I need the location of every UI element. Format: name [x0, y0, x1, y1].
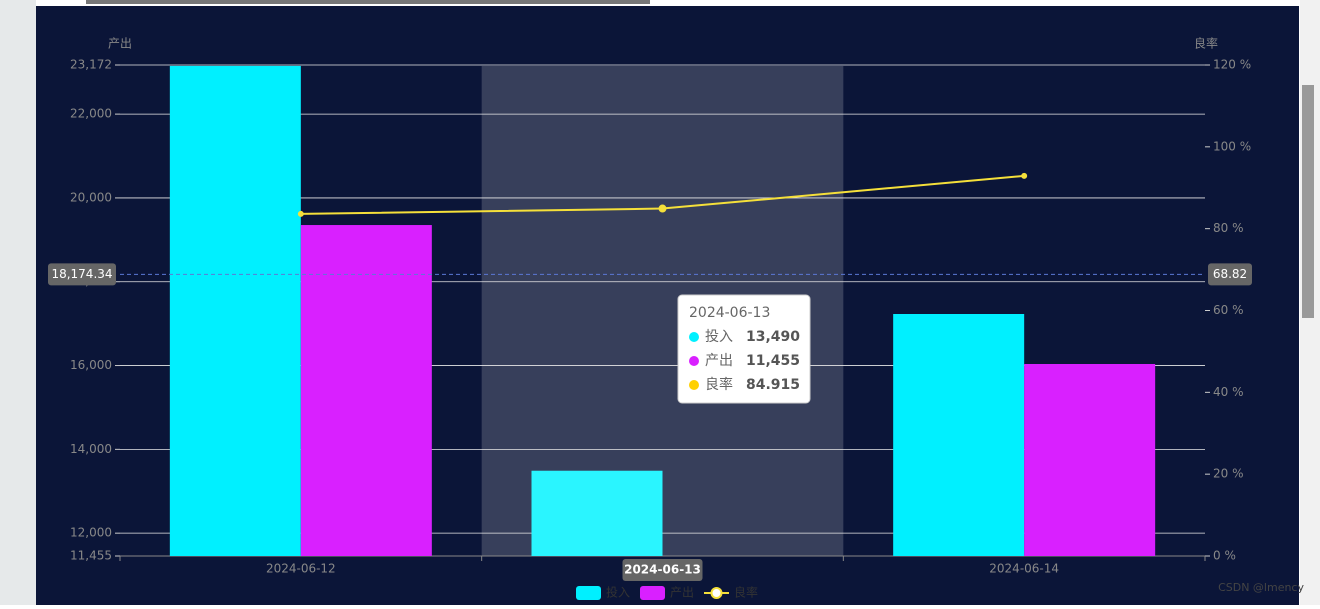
axis-pointer-label: 68.82 [1213, 267, 1247, 281]
tooltip-name: 投入 [705, 329, 733, 345]
legend-label[interactable]: 投入 [606, 585, 630, 600]
axis-pointer-box [48, 263, 116, 286]
legend-swatch [576, 586, 601, 600]
y2-tick-label: 120 % [1213, 58, 1251, 72]
tooltip-title: 2024-06-13 [689, 305, 770, 321]
y-tick-label: 23,172 [70, 58, 112, 72]
y2-tick-label: 0 % [1213, 549, 1236, 563]
line-point [658, 204, 667, 213]
top-scrollbar [86, 0, 650, 4]
y2-tick-label: 60 % [1213, 303, 1244, 317]
y-tick-label: 22,000 [70, 107, 112, 121]
x-tick-label: 2024-06-14 [989, 562, 1059, 576]
tooltip-value: 84.915 [746, 377, 800, 393]
tooltip-value: 11,455 [746, 353, 800, 369]
legend-label[interactable]: 良率 [734, 585, 758, 600]
bar [893, 313, 1025, 556]
axis-pointer-box [1208, 263, 1252, 286]
bar [1024, 363, 1156, 556]
y-tick-label: 20,000 [70, 190, 112, 204]
y2-axis-name: 良率 [1194, 36, 1218, 51]
tooltip-value: 13,490 [746, 329, 800, 345]
tooltip [677, 294, 811, 404]
bar [300, 225, 432, 556]
side-panel [0, 0, 36, 605]
axis-pointer-label: 18,174.34 [51, 267, 112, 281]
scrollbar-thumb[interactable] [1302, 85, 1314, 318]
y-tick-label: 12,000 [70, 526, 112, 540]
bar [531, 470, 663, 556]
y-tick-label: 11,455 [70, 549, 112, 563]
y-tick-label: 14,000 [70, 442, 112, 456]
tooltip-marker [689, 380, 699, 390]
y2-tick-label: 40 % [1213, 385, 1244, 399]
x-tick-label: 2024-06-12 [266, 562, 336, 576]
y2-tick-label: 80 % [1213, 221, 1244, 235]
tooltip-name: 产出 [705, 353, 733, 369]
legend-swatch [640, 586, 665, 600]
watermark: CSDN @lmency [1218, 581, 1304, 594]
axis-pointer-label: 2024-06-13 [624, 563, 701, 577]
line-point [297, 210, 304, 217]
tooltip-marker [689, 356, 699, 366]
legend-swatch [710, 587, 723, 599]
legend-label[interactable]: 产出 [670, 586, 694, 600]
tooltip-name: 良率 [705, 376, 733, 393]
bar [169, 65, 301, 556]
tooltip-marker [689, 332, 699, 342]
axis-pointer-box [622, 559, 703, 581]
line-point [1021, 172, 1028, 179]
y2-tick-label: 20 % [1213, 467, 1244, 481]
y2-tick-label: 100 % [1213, 139, 1251, 153]
y-tick-label: 16,000 [70, 358, 112, 372]
y-axis-name: 产出 [108, 37, 132, 51]
